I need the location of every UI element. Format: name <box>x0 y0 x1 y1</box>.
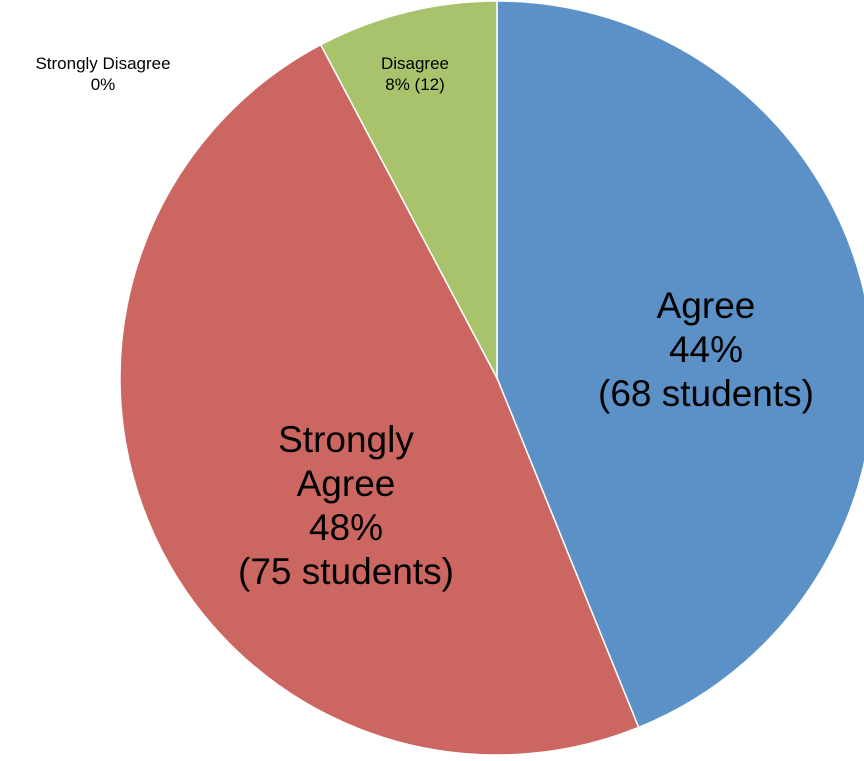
slice-label-strongly-agree-name: Strongly <box>278 419 414 460</box>
slice-label-disagree-value: 8% (12) <box>385 75 445 94</box>
pie-slices <box>119 0 864 756</box>
slice-label-disagree-name: Disagree <box>381 54 449 73</box>
pie-slice-agree <box>496 0 864 729</box>
slice-label-strongly-agree-count: (75 students) <box>238 551 454 592</box>
slice-label-agree-name: Agree <box>657 285 756 326</box>
pie-slice-disagree <box>319 0 498 379</box>
pie-slice-strongly-agree <box>119 43 640 756</box>
slice-label-strongly-disagree-name: Strongly Disagree <box>35 54 170 73</box>
slice-label-strongly-agree-percent: 48% <box>309 507 383 548</box>
slice-label-agree-percent: 44% <box>669 329 743 370</box>
slice-label-strongly-disagree-percent: 0% <box>91 75 116 94</box>
slice-label-strongly-agree-name-1: Agree <box>297 463 396 504</box>
slice-label-agree-count: (68 students) <box>598 373 814 414</box>
